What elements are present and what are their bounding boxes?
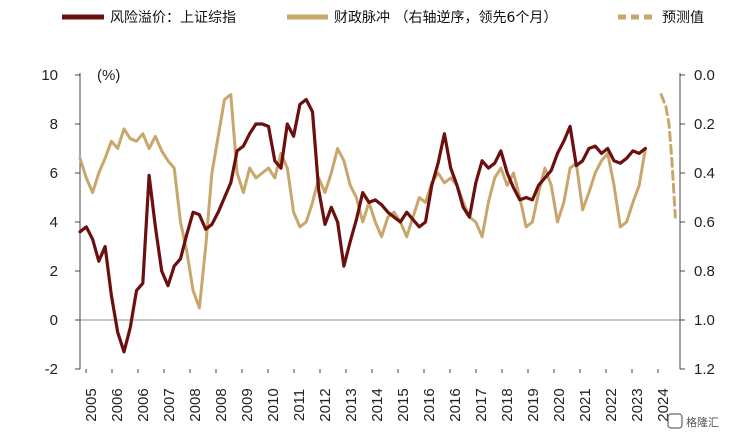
- x-tick-label: 2011: [291, 389, 308, 421]
- x-axis-ticks: 2005 2006 2006 2007 2008 2008 2009 2010 2011 2012…: [83, 369, 672, 422]
- x-tick-label: 2008: [213, 388, 230, 421]
- series-line-forecast: [659, 93, 677, 219]
- watermark: 格隆汇: [667, 413, 719, 429]
- left-tick-label: 0: [50, 312, 58, 329]
- legend: 风险溢价：上证综指 财政脉冲 （右轴逆序，领先6个月） 预测值: [62, 10, 704, 26]
- left-tick-label: -2: [45, 361, 58, 378]
- left-tick-label: 4: [50, 214, 58, 231]
- x-tick-label: 2016: [421, 388, 438, 421]
- series-layer: [78, 93, 677, 354]
- left-axis-unit: (%): [97, 67, 120, 84]
- x-tick-label: 2006: [135, 388, 152, 421]
- series-line-fiscal-impulse: [78, 93, 647, 310]
- left-tick-label: 8: [50, 116, 58, 133]
- right-tick-label: 0.0: [694, 67, 715, 84]
- right-axis-ticks: 0.0 0.2 0.4 0.6 0.8 1.0 1.2: [680, 67, 715, 378]
- series-line-risk-premium: [78, 97, 648, 354]
- x-tick-label: 2013: [343, 388, 360, 421]
- right-tick-label: 1.0: [694, 312, 715, 329]
- x-tick-label: 2023: [629, 388, 646, 421]
- left-axis-ticks: 10 8 6 4 2 0 -2: [41, 67, 80, 378]
- right-tick-label: 0.2: [694, 116, 715, 133]
- watermark-text: 格隆汇: [686, 415, 719, 429]
- x-tick-label: 2012: [317, 388, 334, 421]
- x-tick-label: 2022: [603, 388, 620, 421]
- x-tick-label: 2019: [525, 388, 542, 421]
- right-tick-label: 0.6: [694, 214, 715, 231]
- right-tick-label: 1.2: [694, 361, 715, 378]
- left-tick-label: 2: [50, 263, 58, 280]
- x-tick-label: 2018: [499, 388, 516, 421]
- x-tick-label: 2008: [187, 388, 204, 421]
- x-tick-label: 2016: [447, 388, 464, 421]
- x-tick-label: 2006: [109, 388, 126, 421]
- x-tick-label: 2010: [265, 388, 282, 421]
- legend-label-risk-premium: 风险溢价：上证综指: [110, 10, 236, 26]
- x-tick-label: 2015: [395, 388, 412, 421]
- legend-label-forecast: 预测值: [662, 10, 704, 26]
- left-tick-label: 10: [41, 67, 58, 84]
- x-tick-label: 2024: [655, 388, 672, 421]
- left-tick-label: 6: [50, 165, 58, 182]
- x-tick-label: 2021: [577, 388, 594, 421]
- x-tick-label: 2009: [239, 388, 256, 421]
- right-tick-label: 0.8: [694, 263, 715, 280]
- watermark-logo-icon: [667, 413, 683, 429]
- legend-label-fiscal-impulse: 财政脉冲 （右轴逆序，领先6个月）: [334, 10, 557, 26]
- x-tick-label: 2017: [473, 388, 490, 421]
- x-tick-label: 2005: [83, 388, 100, 421]
- x-tick-label: 2007: [161, 388, 178, 421]
- x-tick-label: 2020: [551, 388, 568, 421]
- x-tick-label: 2014: [369, 388, 386, 421]
- right-tick-label: 0.4: [694, 165, 715, 182]
